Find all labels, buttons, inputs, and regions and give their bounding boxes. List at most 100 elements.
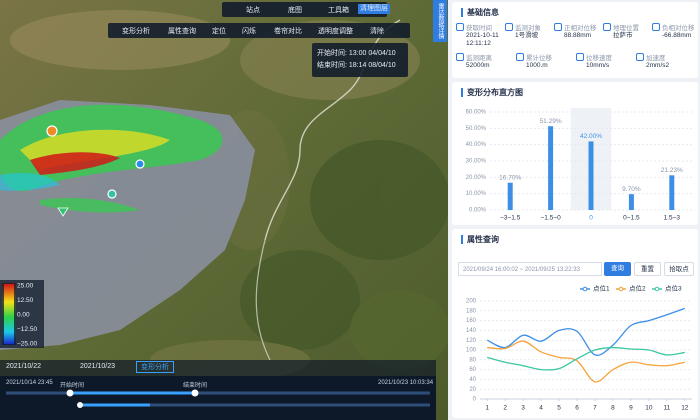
marker[interactable] bbox=[135, 159, 145, 169]
legend-label: 25.00 bbox=[17, 283, 34, 290]
reset-button[interactable]: 重置 bbox=[634, 262, 661, 276]
marker[interactable] bbox=[46, 125, 58, 137]
info-value: 88.88mm bbox=[564, 32, 592, 39]
y-tick-label: 50.00% bbox=[466, 126, 487, 132]
date-range-input[interactable]: 2021/09/24 16:00:02 ~ 2021/09/25 13:22:3… bbox=[458, 262, 602, 276]
info-value: 拉萨市 bbox=[613, 32, 633, 39]
y-tick-label: 200 bbox=[466, 299, 477, 305]
tool-button[interactable]: 变形分析 bbox=[122, 28, 150, 35]
tool-button[interactable]: 定位 bbox=[212, 28, 226, 35]
info-icon bbox=[576, 53, 584, 61]
legend-swatch bbox=[582, 286, 588, 292]
bar bbox=[548, 126, 554, 210]
y-tick-label: 40.00% bbox=[466, 142, 487, 148]
timeline-bg bbox=[0, 376, 436, 420]
marker[interactable] bbox=[57, 207, 69, 217]
legend-label: 12.50 bbox=[17, 297, 34, 304]
info-item: 位移速度 10mm/s bbox=[576, 52, 634, 70]
bar bbox=[628, 194, 634, 210]
toolbar-button[interactable]: 站点 bbox=[246, 7, 260, 14]
y-tick-label: 0 bbox=[473, 397, 477, 403]
info-value: 52000m bbox=[466, 62, 490, 69]
info-label: 负相对位移 bbox=[662, 25, 695, 32]
info-item: 累计位移 1000.m bbox=[516, 52, 574, 70]
tool-button[interactable]: 透明度调整 bbox=[318, 28, 353, 35]
card-title: 变形分布直方图 bbox=[461, 88, 523, 97]
legend-ramp bbox=[4, 284, 14, 344]
info-label: 位移速度 bbox=[586, 55, 612, 62]
legend-label: 点位3 bbox=[665, 284, 682, 293]
tool-button[interactable]: 属性查询 bbox=[168, 28, 196, 35]
tool-button[interactable]: 清除 bbox=[370, 28, 384, 35]
legend-label: −12.50 bbox=[17, 326, 37, 333]
timeline-handle[interactable] bbox=[191, 389, 199, 397]
info-item: 获取时间 2021-10-11 12:11:12 bbox=[456, 22, 504, 48]
toolbar-button[interactable]: 工具箱 bbox=[328, 7, 349, 14]
y-tick-label: 60.00% bbox=[466, 110, 487, 116]
y-tick-label: 140 bbox=[466, 328, 477, 334]
y-tick-label: 160 bbox=[466, 318, 477, 324]
start-time: 开始时间: 13:00 04/04/10 bbox=[317, 50, 396, 57]
analysis-button[interactable]: 变形分析 bbox=[136, 361, 174, 373]
info-item: 地理位置 拉萨市 bbox=[603, 22, 651, 40]
side-tab[interactable]: 雷达数据详情 bbox=[433, 0, 447, 42]
x-tick-label: 8 bbox=[611, 405, 615, 412]
date-start[interactable]: 2021/10/22 bbox=[6, 363, 42, 370]
info-item: 正相对位移 88.88mm bbox=[554, 22, 602, 40]
toolbar-button[interactable]: 清理图层 bbox=[358, 4, 390, 14]
tool-button[interactable]: 闪烁 bbox=[242, 28, 256, 35]
info-value: -66.88mm bbox=[662, 32, 692, 39]
marker[interactable] bbox=[107, 189, 117, 199]
legend-label: −25.00 bbox=[17, 341, 37, 348]
legend-label: 0.00 bbox=[17, 312, 30, 319]
x-tick-label: 12 bbox=[681, 405, 689, 412]
bar bbox=[588, 141, 594, 210]
toolbar-button[interactable]: 底图 bbox=[288, 7, 302, 14]
legend-label: 点位1 bbox=[593, 284, 610, 293]
y-tick-label: 20 bbox=[469, 387, 476, 393]
info-value: 10mm/s bbox=[586, 62, 610, 69]
info-icon bbox=[456, 23, 464, 31]
x-tick-label: 10 bbox=[645, 405, 653, 412]
date-end[interactable]: 2021/10/23 bbox=[80, 363, 116, 370]
timeline-handle[interactable] bbox=[66, 389, 74, 397]
bottom-bar bbox=[0, 360, 436, 376]
x-tick-label: 0~1.5 bbox=[623, 215, 640, 222]
info-icon bbox=[516, 53, 524, 61]
histogram-chart: 0.00% 10.00% 20.00% 30.00% 40.00% 50.00% 60.00… bbox=[466, 108, 692, 222]
series-line bbox=[486, 307, 686, 356]
info-item: 负相对位移 -66.88mm bbox=[652, 22, 700, 40]
y-tick-label: 40 bbox=[469, 377, 476, 383]
bar bbox=[669, 175, 675, 210]
info-label: 监测距离 bbox=[466, 55, 492, 62]
info-item: 监测对象 1号滑坡 bbox=[505, 22, 553, 40]
info-item: 加速度 2mm/s2 bbox=[636, 52, 694, 70]
query-button[interactable]: 查询 bbox=[604, 262, 631, 276]
info-icon bbox=[505, 23, 513, 31]
toolbar-top: 站点 底图 工具箱 清理图层 bbox=[222, 2, 390, 17]
timeline-label: 结束时间 bbox=[183, 383, 208, 389]
info-icon bbox=[636, 53, 644, 61]
tool-button[interactable]: 卷帘对比 bbox=[274, 28, 302, 35]
y-tick-label: 120 bbox=[466, 338, 477, 344]
y-tick-label: 180 bbox=[466, 308, 477, 314]
y-tick-label: 0.00% bbox=[469, 208, 487, 214]
info-label: 地理位置 bbox=[613, 25, 639, 32]
info-card: 基础信息 获取时间 2021-10-11 12:11:12 监测对象 1号滑坡 正相对位… bbox=[452, 2, 698, 78]
timeline-handle[interactable] bbox=[77, 402, 83, 408]
info-value: 1000.m bbox=[526, 62, 548, 69]
bar bbox=[507, 182, 513, 210]
pick-button[interactable]: 拾取点 bbox=[664, 262, 694, 276]
query-card: 属性查询 2021/09/24 16:00:02 ~ 2021/09/25 13… bbox=[452, 229, 698, 418]
info-value: 2mm/s2 bbox=[646, 62, 670, 69]
x-tick-label: 3 bbox=[521, 405, 525, 412]
x-tick-label: 9 bbox=[629, 405, 633, 412]
info-icon bbox=[456, 53, 464, 61]
timeline-start: 2021/10/14 23:45 bbox=[6, 380, 53, 386]
value-label: 9.70% bbox=[622, 186, 641, 193]
value-label: 16.70% bbox=[499, 174, 521, 181]
value-label: 51.29% bbox=[540, 118, 562, 125]
map-markers bbox=[46, 125, 145, 217]
x-tick-label: 11 bbox=[663, 405, 670, 412]
